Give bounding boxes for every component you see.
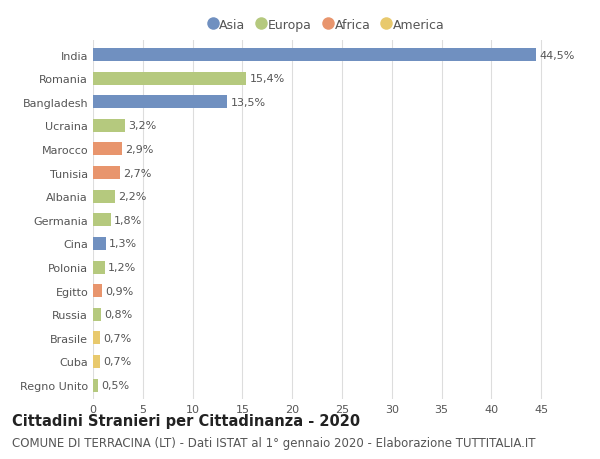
Text: 0,5%: 0,5% (101, 380, 129, 390)
Bar (93, 120, 125, 133)
Text: 2,9%: 2,9% (125, 145, 153, 155)
Legend: Asia, Europa, Africa, America: Asia, Europa, Africa, America (209, 18, 445, 32)
Text: Cittadini Stranieri per Cittadinanza - 2020: Cittadini Stranieri per Cittadinanza - 2… (12, 413, 360, 428)
Text: 13,5%: 13,5% (230, 98, 266, 107)
Bar (93, 96, 227, 109)
Text: 1,2%: 1,2% (108, 263, 136, 273)
Bar (93, 167, 120, 179)
Bar (93, 143, 122, 156)
Text: 0,7%: 0,7% (103, 357, 131, 367)
Text: 0,9%: 0,9% (105, 286, 133, 296)
Bar (93, 73, 247, 85)
Bar (93, 308, 101, 321)
Text: 15,4%: 15,4% (250, 74, 284, 84)
Text: 1,3%: 1,3% (109, 239, 137, 249)
Bar (93, 214, 111, 227)
Text: 44,5%: 44,5% (539, 50, 574, 61)
Text: 3,2%: 3,2% (128, 121, 156, 131)
Bar (93, 355, 100, 368)
Text: 2,7%: 2,7% (123, 168, 151, 178)
Text: 0,7%: 0,7% (103, 333, 131, 343)
Text: 2,2%: 2,2% (118, 192, 146, 202)
Bar (93, 331, 100, 345)
Bar (93, 285, 102, 297)
Bar (93, 379, 98, 392)
Bar (93, 237, 106, 250)
Text: COMUNE DI TERRACINA (LT) - Dati ISTAT al 1° gennaio 2020 - Elaborazione TUTTITAL: COMUNE DI TERRACINA (LT) - Dati ISTAT al… (12, 436, 536, 449)
Bar (93, 190, 115, 203)
Text: 0,8%: 0,8% (104, 309, 132, 319)
Text: 1,8%: 1,8% (114, 215, 142, 225)
Bar (93, 261, 105, 274)
Bar (93, 49, 536, 62)
